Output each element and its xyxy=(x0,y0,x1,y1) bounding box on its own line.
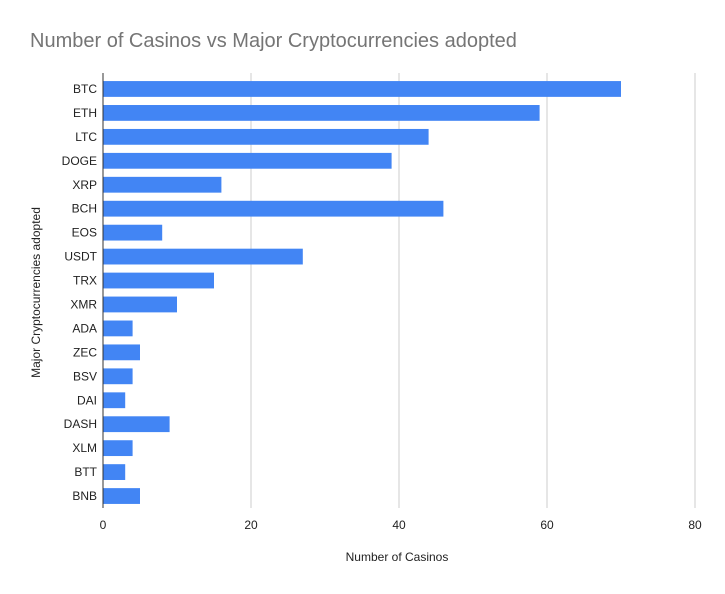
y-tick-label-eth: ETH xyxy=(73,106,97,120)
x-axis-title: Number of Casinos xyxy=(346,550,449,564)
y-tick-label-xrp: XRP xyxy=(72,178,97,192)
bar-eth xyxy=(103,105,540,121)
bar-usdt xyxy=(103,248,303,265)
bar-xlm xyxy=(103,440,133,457)
y-tick-label-bsv: BSV xyxy=(73,369,97,383)
bar-bnb xyxy=(103,488,140,504)
bar-zec xyxy=(103,344,140,361)
bar-xmr xyxy=(103,296,177,313)
y-tick-label-eos: EOS xyxy=(72,226,97,240)
y-tick-label-doge: DOGE xyxy=(62,154,97,168)
bar-bch xyxy=(103,200,444,217)
x-tick-label: 80 xyxy=(688,518,702,532)
y-tick-label-xlm: XLM xyxy=(72,441,97,455)
bar-doge xyxy=(103,152,392,169)
x-tick-label: 60 xyxy=(540,518,554,532)
y-tick-label-dai: DAI xyxy=(77,393,97,407)
bar-xrp xyxy=(103,176,222,193)
y-tick-label-trx: TRX xyxy=(73,274,97,288)
bars xyxy=(103,81,621,504)
y-tick-label-usdt: USDT xyxy=(64,250,97,264)
bar-dash xyxy=(103,416,170,433)
chart-title: Number of Casinos vs Major Cryptocurrenc… xyxy=(30,30,517,52)
x-tick-label: 0 xyxy=(100,518,107,532)
gridlines xyxy=(250,73,696,508)
y-tick-label-ltc: LTC xyxy=(75,130,97,144)
y-tick-label-btc: BTC xyxy=(73,82,97,96)
y-tick-label-btt: BTT xyxy=(74,465,97,479)
y-tick-label-dash: DASH xyxy=(64,417,97,431)
y-tick-label-zec: ZEC xyxy=(73,345,97,359)
bar-dai xyxy=(103,392,126,409)
bar-ltc xyxy=(103,128,429,145)
bar-btt xyxy=(103,464,126,480)
x-tick-label: 40 xyxy=(392,518,406,532)
y-tick-labels: BTC ETH LTC DOGE XRP BCH EOS USDT TRX XMR ADA ZEC BS… xyxy=(62,82,98,503)
bar-bsv xyxy=(103,368,133,385)
bar-trx xyxy=(103,272,214,289)
bar-eos xyxy=(103,224,163,241)
y-tick-label-bch: BCH xyxy=(72,202,97,216)
y-tick-label-ada: ADA xyxy=(72,321,97,335)
y-tick-label-xmr: XMR xyxy=(70,297,97,311)
x-tick-label: 20 xyxy=(244,518,258,532)
bar-ada xyxy=(103,320,133,337)
y-tick-label-bnb: BNB xyxy=(72,489,97,503)
x-tick-labels: 0 20 40 60 80 xyxy=(100,518,702,532)
bar-btc xyxy=(103,81,621,97)
y-axis-title: Major Cryptocurrencies adopted xyxy=(29,207,43,378)
